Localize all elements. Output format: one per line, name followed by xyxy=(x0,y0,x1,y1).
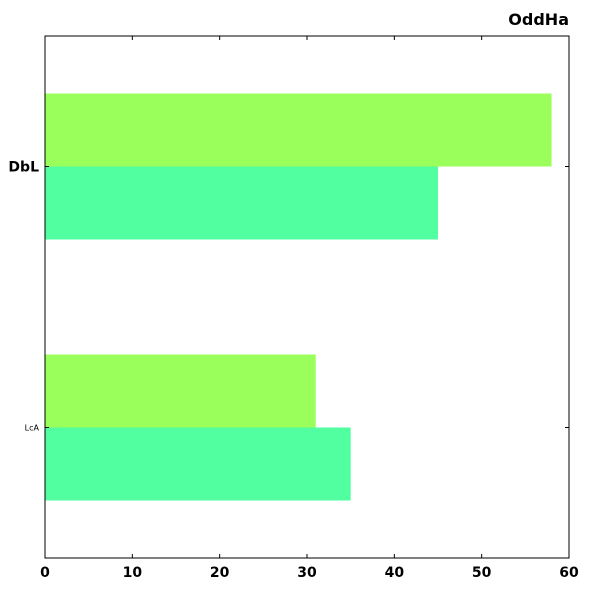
x-tick-label-30: 30 xyxy=(297,565,317,581)
x-tick-label-50: 50 xyxy=(472,565,492,581)
x-tick-label-0: 0 xyxy=(40,565,50,581)
bar-LcA-series-1 xyxy=(45,354,316,428)
x-tick-label-60: 60 xyxy=(559,565,579,581)
bar-LcA-series-2 xyxy=(45,427,351,501)
bar-DbL-series-2 xyxy=(45,166,438,240)
x-tick-label-40: 40 xyxy=(385,565,405,581)
chart-title: OddHa xyxy=(508,10,569,29)
bar-DbL-series-1 xyxy=(45,93,552,167)
axis-layer: DbL LcA 0 10 20 30 40 50 60 xyxy=(8,36,579,581)
bars-layer xyxy=(45,93,552,501)
y-tick-label-LcA: LcA xyxy=(25,424,40,433)
y-tick-label-DbL: DbL xyxy=(8,160,39,176)
x-tick-label-10: 10 xyxy=(123,565,143,581)
x-tick-label-20: 20 xyxy=(210,565,230,581)
